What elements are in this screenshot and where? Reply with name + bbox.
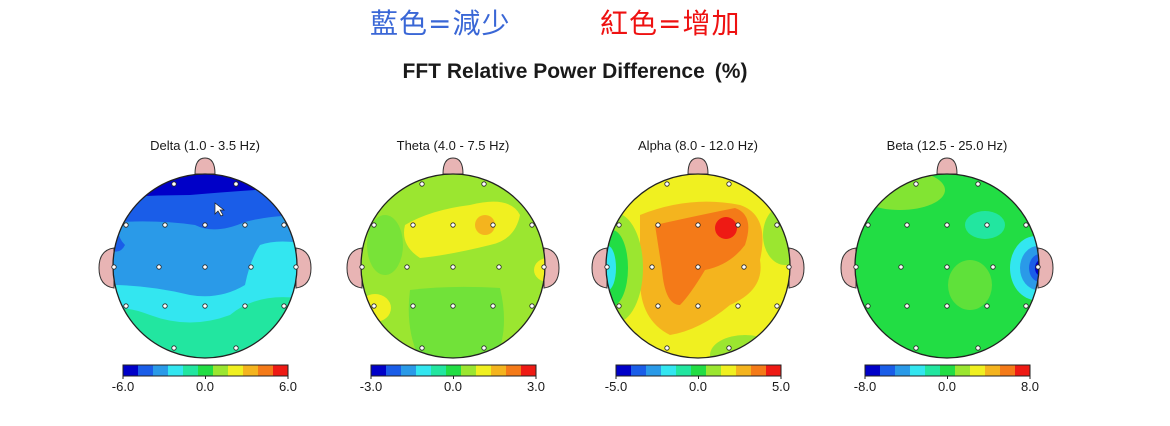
topomap-theta (346, 157, 560, 359)
theta-tick-mid: 0.0 (443, 379, 463, 394)
chart-title-unit: (%) (714, 60, 748, 83)
chart-title-text: FFT Relative Power Difference (402, 60, 705, 83)
beta-tick-min: -8.0 (853, 379, 877, 394)
topomap-delta (98, 157, 312, 359)
theta-tick-max: 3.0 (526, 379, 546, 394)
beta-tick-max: 8.0 (1020, 379, 1040, 394)
colorbar-delta (122, 364, 289, 379)
alpha-tick-min: -5.0 (604, 379, 628, 394)
map-title-delta: Delta (1.0 - 3.5 Hz) (150, 138, 260, 153)
colorbar-theta (370, 364, 537, 379)
topomap-beta (840, 157, 1054, 359)
delta-tick-min: -6.0 (111, 379, 135, 394)
legend-red-increase: 紅色=增加 (600, 7, 741, 40)
chart-title: FFT Relative Power Difference (%) (0, 60, 1150, 84)
map-title-alpha: Alpha (8.0 - 12.0 Hz) (638, 138, 758, 153)
map-title-beta: Beta (12.5 - 25.0 Hz) (886, 138, 1008, 153)
legend-blue-decrease: 藍色=減少 (370, 7, 511, 40)
delta-tick-max: 6.0 (278, 379, 298, 394)
alpha-tick-max: 5.0 (771, 379, 791, 394)
alpha-tick-mid: 0.0 (688, 379, 708, 394)
theta-tick-min: -3.0 (359, 379, 383, 394)
map-title-theta: Theta (4.0 - 7.5 Hz) (396, 138, 510, 153)
topomap-alpha (591, 157, 805, 359)
mouse-cursor-icon (214, 202, 226, 217)
delta-tick-mid: 0.0 (195, 379, 215, 394)
beta-tick-mid: 0.0 (937, 379, 957, 394)
colorbar-alpha (615, 364, 782, 379)
colorbar-beta (864, 364, 1031, 379)
